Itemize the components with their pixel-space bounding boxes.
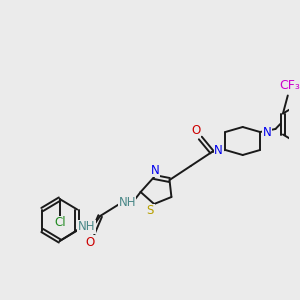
- Text: NH: NH: [78, 220, 95, 233]
- Text: O: O: [191, 124, 200, 137]
- Text: N: N: [151, 164, 159, 176]
- Text: CF₃: CF₃: [279, 79, 300, 92]
- Text: O: O: [85, 236, 94, 248]
- Text: N: N: [262, 125, 271, 139]
- Text: S: S: [147, 205, 154, 218]
- Text: NH: NH: [118, 196, 136, 208]
- Text: Cl: Cl: [54, 217, 65, 230]
- Text: N: N: [214, 143, 223, 157]
